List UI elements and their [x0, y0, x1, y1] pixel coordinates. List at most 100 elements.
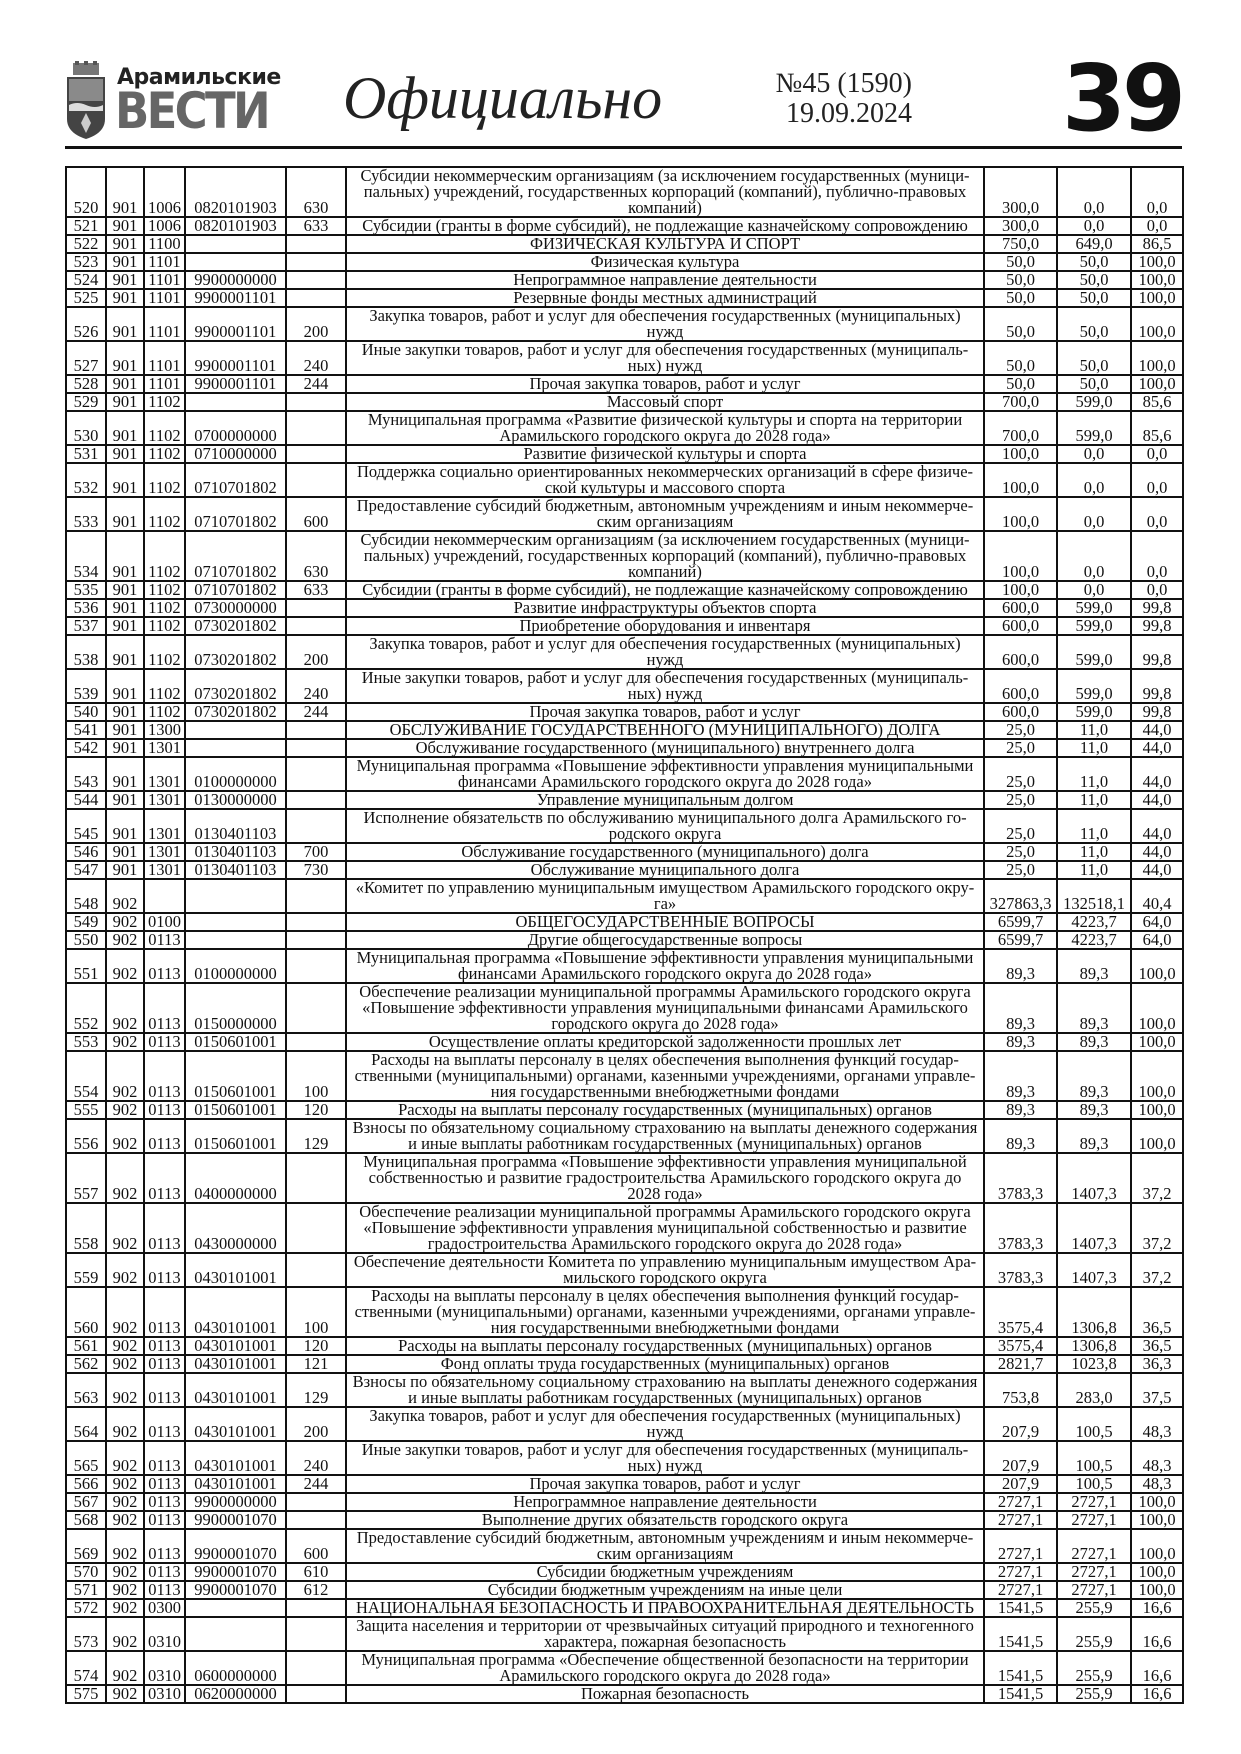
- expense-type-code: 100: [285, 1286, 347, 1338]
- row-number: 540: [65, 702, 107, 722]
- chief-admin-code: 902: [105, 982, 145, 1034]
- planned-amount: 6599,7: [983, 930, 1058, 950]
- row-number: 558: [65, 1202, 107, 1254]
- section-code: 1102: [143, 392, 186, 412]
- table-row: 526 901 1101 9900001101 200 Закупка товаров, …: [65, 306, 1184, 342]
- planned-amount: 2727,1: [983, 1562, 1058, 1582]
- executed-amount: 2727,1: [1056, 1562, 1132, 1582]
- table-row: 552 902 0113 0150000000 Обеспечение реализац…: [65, 982, 1184, 1034]
- row-number: 562: [65, 1354, 107, 1374]
- planned-amount: 1541,5: [983, 1650, 1058, 1686]
- expense-type-code: 100: [285, 1050, 347, 1102]
- row-number: 567: [65, 1492, 107, 1512]
- chief-admin-code: 901: [105, 530, 145, 582]
- table-row: 534 901 1102 0710701802 630 Субсидии некоммер…: [65, 530, 1184, 582]
- row-number: 572: [65, 1598, 107, 1618]
- chief-admin-code: 901: [105, 234, 145, 254]
- expense-type-code: 121: [285, 1354, 347, 1374]
- section-code: 0300: [143, 1598, 186, 1618]
- row-number: 539: [65, 668, 107, 704]
- row-number: 529: [65, 392, 107, 412]
- executed-amount: 11,0: [1056, 738, 1132, 758]
- expense-type-code: [285, 270, 347, 290]
- planned-amount: 89,3: [983, 1050, 1058, 1102]
- section-code: 0113: [143, 1286, 186, 1338]
- executed-amount: 4223,7: [1056, 912, 1132, 932]
- chief-admin-code: 901: [105, 808, 145, 844]
- expense-type-code: [285, 720, 347, 740]
- table-row: 567 902 0113 9900000000 Непрограммное направ…: [65, 1492, 1184, 1512]
- planned-amount: 25,0: [983, 790, 1058, 810]
- target-article-code: 0820101903: [184, 216, 287, 236]
- chief-admin-code: 902: [105, 1492, 145, 1512]
- planned-amount: 50,0: [983, 270, 1058, 290]
- row-number: 565: [65, 1440, 107, 1476]
- target-article-code: 0130000000: [184, 790, 287, 810]
- planned-amount: 89,3: [983, 1100, 1058, 1120]
- description: Закупка товаров, работ и услуг для обесп…: [345, 1406, 985, 1442]
- issue-info: №45 (1590) 19.09.2024: [776, 69, 912, 129]
- planned-amount: 1541,5: [983, 1684, 1058, 1704]
- table-row: 544 901 1301 0130000000 Управление муниципал…: [65, 790, 1184, 810]
- table-row: 521 901 1006 0820101903 633 Субсидии (гранты …: [65, 216, 1184, 236]
- execution-percent: 36,5: [1130, 1286, 1184, 1338]
- expense-type-code: 129: [285, 1372, 347, 1408]
- planned-amount: 2821,7: [983, 1354, 1058, 1374]
- chief-admin-code: 901: [105, 634, 145, 670]
- chief-admin-code: 902: [105, 1474, 145, 1494]
- planned-amount: 1541,5: [983, 1616, 1058, 1652]
- table-row: 522 901 1100 ФИЗИЧЕСКАЯ КУЛЬТУРА И СПОРТ 750…: [65, 234, 1184, 254]
- section-code: 1101: [143, 340, 186, 376]
- planned-amount: 2727,1: [983, 1492, 1058, 1512]
- planned-amount: 2727,1: [983, 1510, 1058, 1530]
- expense-type-code: [285, 1510, 347, 1530]
- row-number: 569: [65, 1528, 107, 1564]
- expense-type-code: [285, 444, 347, 464]
- section-code: 1101: [143, 270, 186, 290]
- page-number: 39: [1061, 45, 1186, 152]
- execution-percent: 40,4: [1130, 878, 1184, 914]
- row-number: 574: [65, 1650, 107, 1686]
- executed-amount: 599,0: [1056, 392, 1132, 412]
- description: Прочая закупка товаров, работ и услуг: [345, 374, 985, 394]
- expense-type-code: [285, 462, 347, 498]
- target-article-code: 9900001070: [184, 1580, 287, 1600]
- chief-admin-code: 902: [105, 930, 145, 950]
- target-article-code: 0710701802: [184, 462, 287, 498]
- description: Осуществление оплаты кредиторской задолж…: [345, 1032, 985, 1052]
- expense-type-code: [285, 930, 347, 950]
- description: Иные закупки товаров, работ и услуг для …: [345, 668, 985, 704]
- executed-amount: 11,0: [1056, 808, 1132, 844]
- execution-percent: 100,0: [1130, 252, 1184, 272]
- planned-amount: 25,0: [983, 720, 1058, 740]
- executed-amount: 89,3: [1056, 1118, 1132, 1154]
- section-code: 1102: [143, 530, 186, 582]
- table-row: 532 901 1102 0710701802 Поддержка социально …: [65, 462, 1184, 498]
- planned-amount: 3575,4: [983, 1286, 1058, 1338]
- planned-amount: 600,0: [983, 668, 1058, 704]
- planned-amount: 50,0: [983, 340, 1058, 376]
- execution-percent: 37,2: [1130, 1152, 1184, 1204]
- chief-admin-code: 901: [105, 166, 145, 218]
- chief-admin-code: 901: [105, 598, 145, 618]
- executed-amount: 2727,1: [1056, 1492, 1132, 1512]
- section-code: 1301: [143, 738, 186, 758]
- executed-amount: 11,0: [1056, 790, 1132, 810]
- target-article-code: [184, 930, 287, 950]
- chief-admin-code: 901: [105, 306, 145, 342]
- execution-percent: 44,0: [1130, 790, 1184, 810]
- description: Расходы на выплаты персоналу в целях обе…: [345, 1050, 985, 1102]
- target-article-code: 0820101903: [184, 166, 287, 218]
- planned-amount: 50,0: [983, 288, 1058, 308]
- description: Обслуживание муниципального долга: [345, 860, 985, 880]
- description: Обслуживание государственного (муниципал…: [345, 738, 985, 758]
- description: Субсидии некоммерческим организациям (за…: [345, 530, 985, 582]
- target-article-code: 0430000000: [184, 1202, 287, 1254]
- expense-type-code: [285, 790, 347, 810]
- executed-amount: 50,0: [1056, 270, 1132, 290]
- description: Субсидии (гранты в форме субсидий), не п…: [345, 216, 985, 236]
- target-article-code: 0430101001: [184, 1336, 287, 1356]
- target-article-code: [184, 1616, 287, 1652]
- logo-text-top: Арамильские: [117, 65, 281, 90]
- row-number: 550: [65, 930, 107, 950]
